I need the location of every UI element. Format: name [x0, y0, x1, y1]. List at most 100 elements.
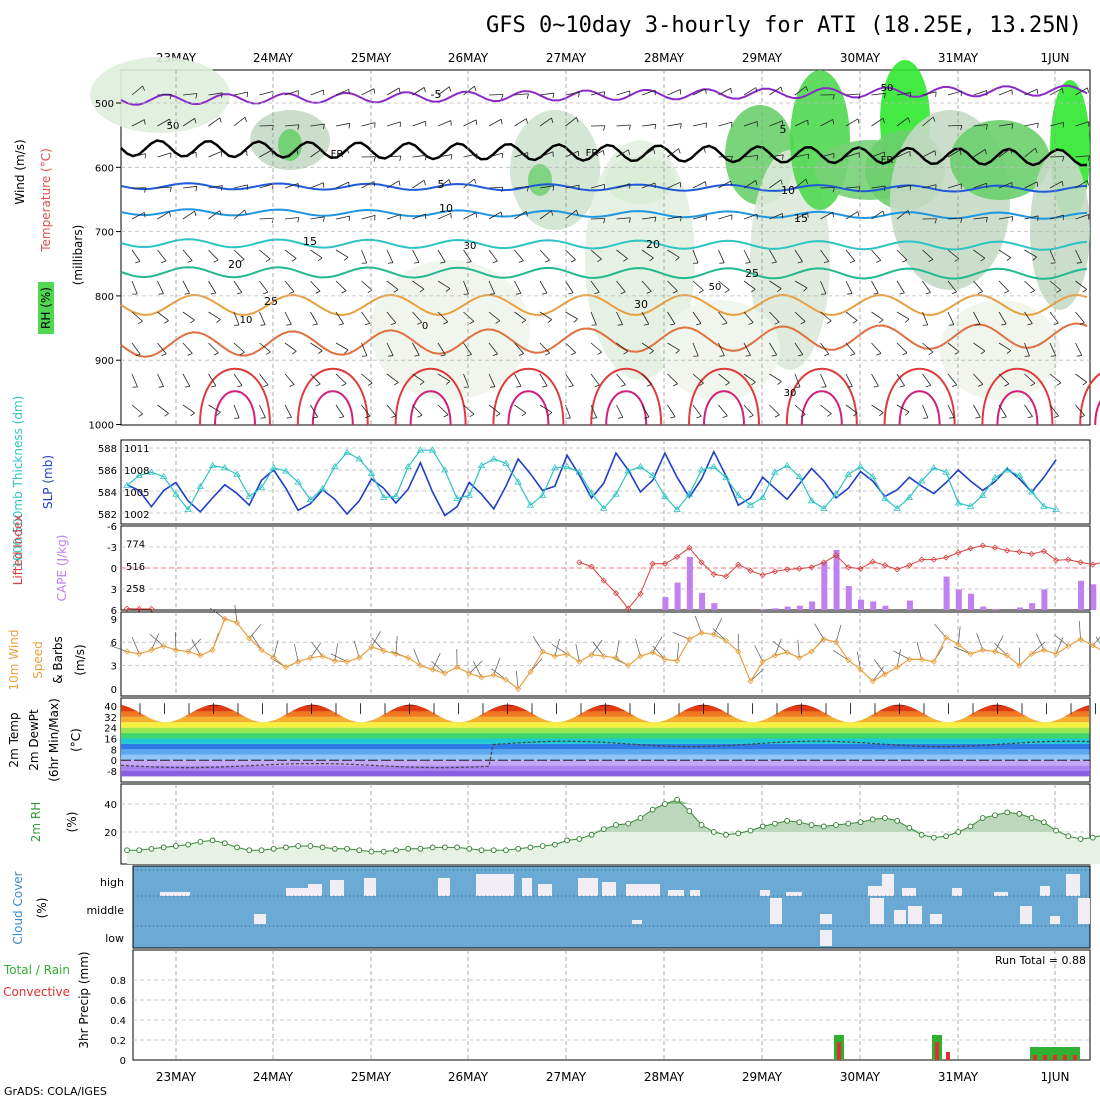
wind-barb-flag: [852, 320, 858, 324]
wind10-frame: [120, 611, 1091, 697]
top-date-label: 31MAY: [938, 51, 979, 65]
lifted-index-marker: [1040, 548, 1047, 555]
wind-barb: [590, 373, 600, 386]
wind-barb: [641, 404, 650, 418]
wind-barb-flag: [928, 351, 934, 356]
wind-barb-flag: [135, 261, 141, 264]
wind-barb: [412, 154, 427, 158]
wind-barb-flag: [675, 349, 680, 354]
cape-bar: [845, 586, 852, 610]
wind-barb-flag: [296, 149, 299, 155]
wind-barb: [845, 211, 859, 220]
wind-barb-flag: [620, 384, 626, 387]
rh-marker: [637, 815, 644, 821]
lifted-index-marker: [918, 556, 925, 563]
cape-bar: [772, 608, 779, 610]
wind-barb-flag: [826, 413, 832, 417]
wind-barb: [131, 85, 143, 96]
wind-barb-flag: [194, 211, 197, 217]
temp-tick-label: 0: [111, 756, 117, 767]
wind-barb: [514, 93, 529, 96]
top-date-label: 28MAY: [644, 51, 685, 65]
rh-marker: [185, 841, 191, 848]
wind-barb-flag: [194, 118, 197, 124]
wind-barb-flag: [1030, 290, 1035, 294]
wind-barb: [386, 249, 394, 263]
wind-barb-flag: [169, 94, 172, 100]
wind-barb: [1035, 633, 1045, 651]
wind-barb-flag: [578, 92, 580, 98]
wind-barb: [1075, 121, 1089, 127]
wind-speed-marker: [502, 676, 510, 683]
wind-barb: [386, 311, 397, 324]
rh-marker: [393, 847, 399, 854]
rh-marker: [539, 843, 546, 849]
wind-speed-marker: [343, 658, 351, 665]
lifted-index-marker: [637, 590, 644, 597]
wind-barb: [233, 404, 240, 419]
wind-barb-flag: [1062, 156, 1065, 162]
wind-barb-flag: [1076, 355, 1082, 357]
wind-barb: [310, 280, 321, 292]
lifted-index-marker: [857, 565, 864, 572]
wind-barb: [208, 404, 221, 413]
wind-barb: [565, 91, 580, 96]
wind-barb: [259, 373, 269, 386]
wind-speed-marker: [588, 651, 595, 658]
wind-barb: [896, 342, 908, 354]
thickness-marker: [820, 504, 828, 511]
wind-barb: [590, 150, 604, 158]
wind-speed-marker: [172, 646, 179, 654]
profile-grid: [121, 70, 1090, 425]
thickness-marker: [282, 467, 290, 474]
rh-contour-label: 50: [167, 121, 180, 132]
isotherm-warm-core: [214, 390, 256, 426]
rh-marker: [552, 841, 558, 848]
top-date-label: 26MAY: [448, 51, 489, 65]
wind-barb: [233, 150, 247, 158]
wind-barb-flag: [649, 257, 654, 262]
wind-tick-label: 9: [111, 615, 117, 626]
wind-barb: [157, 249, 167, 262]
wind-barb: [514, 373, 522, 387]
precip-total-bar: [1050, 1047, 1060, 1060]
wind-barb: [361, 88, 375, 96]
wind-barb-flag: [419, 381, 425, 386]
wind-barb: [754, 645, 764, 662]
wind-barb: [871, 92, 886, 96]
wind-barb: [1024, 215, 1039, 220]
wind-barb: [652, 636, 663, 653]
wind-barb: [998, 404, 1007, 418]
wind-barb: [131, 280, 138, 295]
lifted-index-marker: [784, 566, 791, 573]
wind-barb: [667, 89, 681, 96]
wind-barb-flag: [448, 86, 452, 92]
precip-tick-label: 0.6: [110, 996, 126, 1007]
wind-barb: [590, 342, 602, 353]
lifted-index-marker: [943, 554, 950, 561]
bottom-date-label: 29MAY: [742, 1070, 783, 1084]
precip-panel: 0.8 0.6 0.4 0.2 0 Run Total = 0.88 3hr Preci…: [3, 949, 1091, 1067]
wind-barb-flag: [475, 212, 478, 218]
wind-barb-flag: [184, 292, 190, 295]
wind-barb-flag: [568, 385, 574, 388]
precip-convective-bar: [1063, 1055, 1067, 1060]
wind-barb-flag: [440, 354, 446, 357]
wind-barb: [769, 342, 778, 356]
wind-barb: [616, 90, 631, 96]
rh-marker: [136, 847, 143, 854]
wind-barb: [590, 249, 602, 260]
wind-barb-flag: [221, 92, 223, 98]
isotherm-label: 25: [264, 295, 278, 308]
wind-barb-flag: [675, 257, 680, 261]
wind-barb-flag: [745, 354, 751, 357]
wind-speed-marker: [686, 636, 693, 643]
wind-barb-flag: [985, 217, 988, 223]
wind-barb-flag: [850, 353, 856, 356]
lifted-index-tick-label: 6: [111, 606, 117, 617]
cape-bar: [943, 576, 950, 610]
lifted-index-marker: [1004, 547, 1011, 554]
rh-contour-label: 50: [881, 83, 894, 94]
rh-marker: [454, 844, 460, 851]
wind-barb: [1095, 636, 1100, 645]
